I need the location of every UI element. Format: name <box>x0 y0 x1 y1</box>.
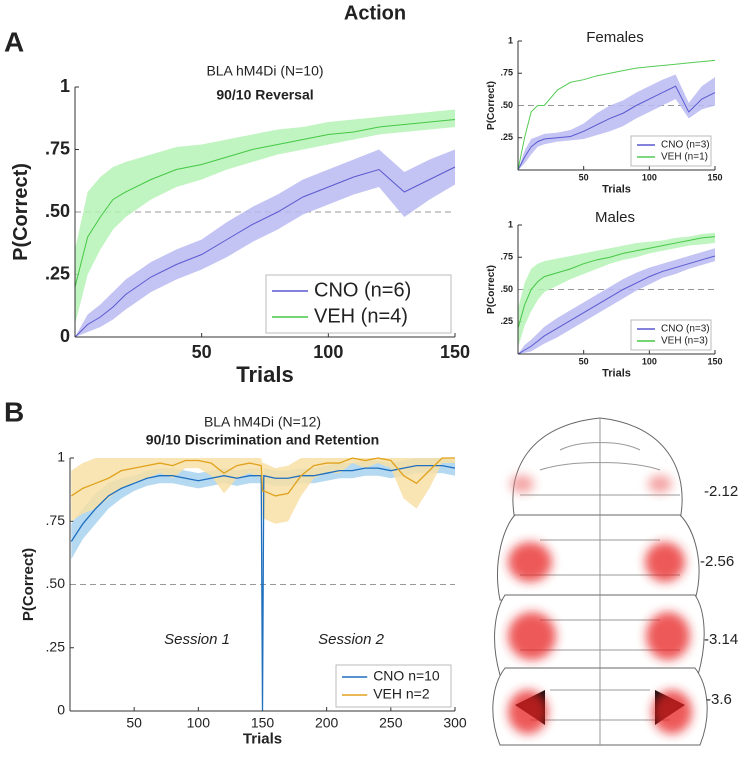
legend-box <box>265 274 452 334</box>
y-axis-label: P(Correct) <box>486 81 497 130</box>
chart-title: Males <box>595 209 635 226</box>
confidence-band <box>75 109 455 325</box>
x-tick-label: 100 <box>642 356 657 366</box>
y-tick-label: 1 <box>60 76 70 96</box>
lesion <box>508 690 548 734</box>
series-line <box>517 85 716 171</box>
y-tick-label: .75 <box>46 512 66 528</box>
brain-atlas <box>492 417 708 746</box>
section-outline <box>497 514 700 601</box>
chart-title: BLA hM4Di (N=12) <box>204 414 321 430</box>
series-line <box>517 255 716 355</box>
x-tick-label: 150 <box>707 172 722 182</box>
legend-label: VEH n=2 <box>373 686 430 702</box>
chart-title: BLA hM4Di (N=10) <box>206 63 323 79</box>
confidence-band <box>75 149 455 337</box>
x-tick-label: 300 <box>443 714 467 730</box>
lesion <box>645 542 685 582</box>
y-tick-label: .25 <box>46 638 66 654</box>
atlas-level: -2.56 <box>700 553 734 570</box>
y-axis-label: P(Correct) <box>10 163 32 261</box>
x-axis-label: Trials <box>602 368 631 380</box>
y-tick-label: .25 <box>45 263 70 283</box>
y-tick-label: .50 <box>500 100 513 110</box>
y-tick-label: .75 <box>500 252 513 262</box>
annotation: Session 1 <box>164 631 230 648</box>
x-tick-label: 50 <box>126 714 142 730</box>
legend-box <box>335 664 452 708</box>
y-tick-label: 1 <box>57 449 65 465</box>
y-tick-label: .75 <box>500 68 513 78</box>
series-line <box>517 236 716 329</box>
lesion <box>646 612 690 660</box>
section-outline <box>494 594 705 676</box>
panel-label: B <box>4 396 24 427</box>
x-tick-label: 150 <box>440 342 470 362</box>
confidence-band <box>518 248 715 354</box>
annotation: Session 2 <box>318 631 385 648</box>
lesion <box>648 475 672 493</box>
legend-box <box>630 319 712 351</box>
lesion <box>508 612 556 660</box>
atlas-level: -2.12 <box>704 483 738 500</box>
y-tick-label: .50 <box>500 284 513 294</box>
legend-label: CNO (n=3) <box>661 324 710 335</box>
confidence-band <box>518 232 715 348</box>
legend-box <box>630 135 712 167</box>
y-tick-label: .50 <box>45 201 70 221</box>
x-tick-label: 100 <box>642 172 657 182</box>
series-line <box>74 166 456 338</box>
confidence-band <box>71 458 456 560</box>
y-tick-label: .75 <box>45 138 70 158</box>
x-tick-label: 50 <box>192 342 212 362</box>
y-tick-label: 1 <box>508 35 513 45</box>
chart-title: Females <box>586 29 644 46</box>
y-tick-label: 0 <box>57 702 65 718</box>
x-tick-label: 100 <box>313 342 343 362</box>
lesion <box>652 690 692 734</box>
x-tick-label: 50 <box>579 172 589 182</box>
series-line <box>70 457 455 497</box>
legend-label: CNO (n=6) <box>314 279 411 301</box>
atlas-level: -3.14 <box>704 631 738 648</box>
legend-label: VEH (n=1) <box>661 152 708 163</box>
legend-label: CNO n=10 <box>373 668 440 684</box>
y-tick-label: .50 <box>46 575 66 591</box>
panel-label: A <box>4 26 24 57</box>
series-line <box>74 119 456 288</box>
section-detail <box>520 418 680 520</box>
atlas-level: -3.6 <box>706 691 732 708</box>
chart-subtitle: 90/10 Discrimination and Retention <box>146 432 379 448</box>
legend-label: CNO (n=3) <box>661 140 710 151</box>
legend-label: VEH (n=4) <box>314 305 408 327</box>
y-axis-label: P(Correct) <box>486 265 497 314</box>
x-axis-label: Trials <box>236 362 293 387</box>
x-tick-label: 200 <box>315 714 339 730</box>
x-axis-label: Trials <box>243 730 282 747</box>
figure-title: Action <box>344 2 406 24</box>
legend-label: VEH (n=3) <box>661 336 708 347</box>
x-tick-label: 150 <box>251 714 275 730</box>
series-line <box>517 59 716 171</box>
y-tick-label: .25 <box>500 316 513 326</box>
x-tick-label: 100 <box>187 714 211 730</box>
x-tick-label: 50 <box>579 356 589 366</box>
lesion <box>510 475 534 493</box>
y-axis-label: P(Correct) <box>20 548 37 621</box>
chart-subtitle: 90/10 Reversal <box>216 87 313 103</box>
lesion <box>508 542 552 582</box>
x-axis-label: Trials <box>602 184 631 196</box>
y-tick-label: 0 <box>60 326 70 346</box>
section-detail <box>530 668 670 745</box>
x-tick-label: 250 <box>379 714 403 730</box>
y-tick-label: 1 <box>508 219 513 229</box>
x-tick-label: 150 <box>707 356 722 366</box>
y-tick-label: .25 <box>500 132 513 142</box>
confidence-band <box>518 74 715 170</box>
